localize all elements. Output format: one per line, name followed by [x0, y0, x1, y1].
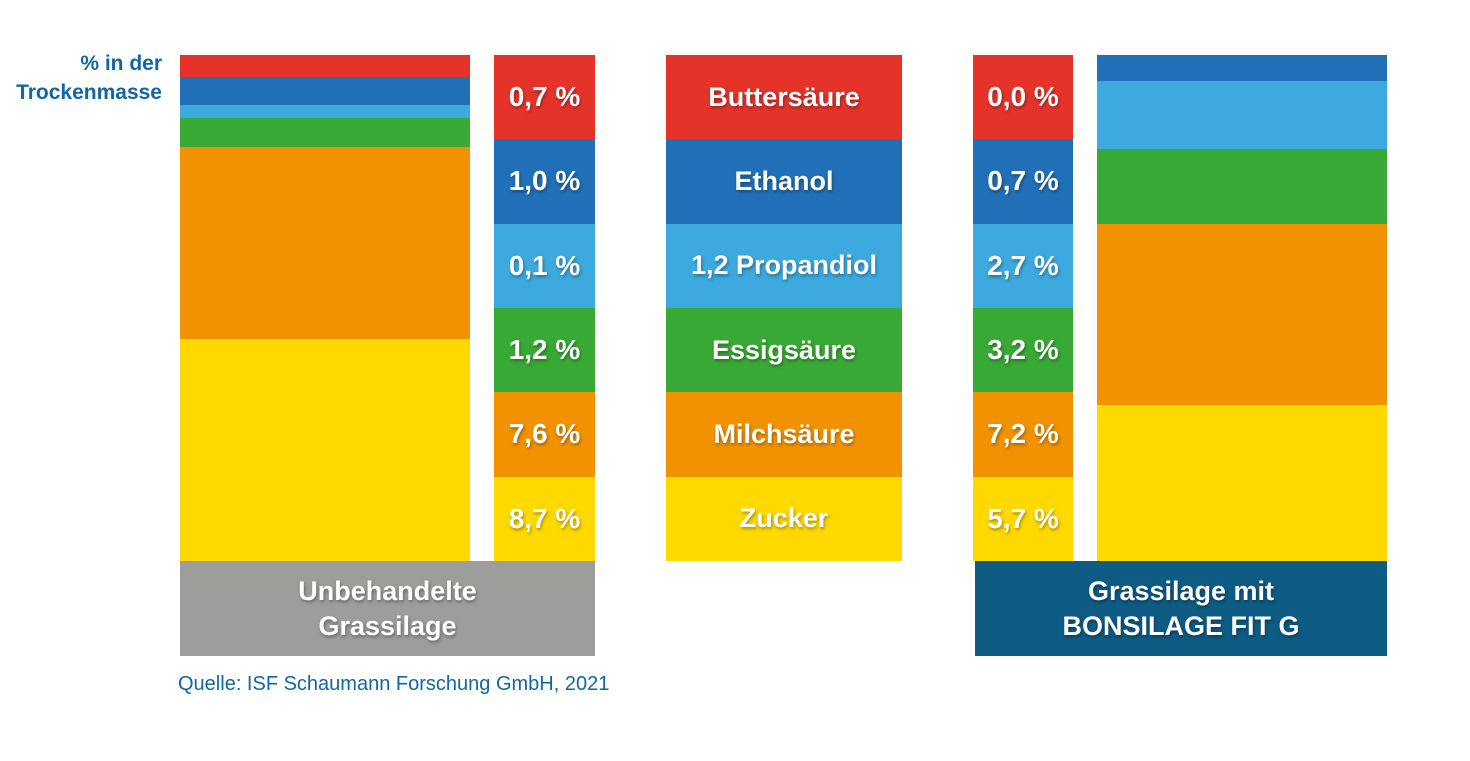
- category-label: Milchsäure: [713, 418, 855, 449]
- bar-untreated-segment-essigsaeure: [180, 118, 470, 147]
- value-untreated-buttersaeure: 0,7 %: [494, 55, 595, 140]
- label-box-untreated: Unbehandelte Grassilage: [180, 561, 595, 656]
- value-label: 8,7 %: [508, 502, 581, 534]
- bar-untreated-segment-zucker: [180, 339, 470, 561]
- axis-title: % in der Trockenmasse: [16, 52, 162, 104]
- value-label: 7,6 %: [508, 418, 581, 450]
- value-label: 3,2 %: [987, 334, 1059, 366]
- bar-untreated-segment-propandiol: [180, 105, 470, 118]
- bar-treated-segment-milchsaeure: [1097, 224, 1387, 405]
- value-treated-zucker: 5,7 %: [973, 476, 1073, 561]
- bar-untreated-segment-buttersaeure: [180, 55, 470, 77]
- value-label: 2,7 %: [987, 249, 1059, 281]
- bar-untreated-segment-milchsaeure: [180, 147, 470, 339]
- category-label: Buttersäure: [708, 81, 860, 112]
- legend-item-buttersaeure: Buttersäure: [666, 55, 902, 140]
- category-label: Zucker: [739, 503, 829, 534]
- bar-treated-segment-zucker: [1097, 405, 1387, 561]
- bar-treated-segment-ethanol: [1097, 55, 1387, 81]
- legend-item-ethanol: Ethanol: [666, 139, 902, 224]
- legend-item-propandiol: 1,2 Propandiol: [666, 223, 902, 308]
- label-box-treated: Grassilage mit BONSILAGE FIT G: [975, 561, 1387, 656]
- source-citation: Quelle: ISF Schaumann Forschung GmbH, 20…: [178, 673, 610, 695]
- values-column-treated: 0,0 % 0,7 % 2,7 % 3,2 % 7,2 % 5,7 %: [973, 55, 1073, 561]
- label-box-untreated-text: Unbehandelte Grassilage: [298, 575, 477, 641]
- label-box-treated-text: Grassilage mit BONSILAGE FIT G: [1062, 575, 1300, 641]
- value-label: 1,2 %: [508, 334, 581, 366]
- value-label: 0,0 %: [987, 81, 1059, 113]
- category-label: Ethanol: [734, 165, 834, 196]
- value-treated-essigsaeure: 3,2 %: [973, 307, 1073, 393]
- value-label: 5,7 %: [987, 502, 1059, 534]
- value-untreated-zucker: 8,7 %: [494, 476, 595, 561]
- bar-treated-segment-essigsaeure: [1097, 149, 1387, 224]
- value-untreated-propandiol: 0,1 %: [494, 223, 595, 308]
- value-label: 0,1 %: [508, 249, 581, 281]
- value-label: 1,0 %: [508, 165, 581, 197]
- legend-item-zucker: Zucker: [666, 476, 902, 561]
- value-treated-propandiol: 2,7 %: [973, 223, 1073, 308]
- bar-treated: [1097, 55, 1387, 561]
- values-column-untreated: 0,7 % 1,0 % 0,1 % 1,2 % 7,6 % 8,7 %: [494, 55, 595, 561]
- value-untreated-essigsaeure: 1,2 %: [494, 307, 595, 393]
- bar-untreated-segment-ethanol: [180, 77, 470, 105]
- value-treated-ethanol: 0,7 %: [973, 139, 1073, 224]
- value-label: 0,7 %: [508, 81, 581, 113]
- value-untreated-milchsaeure: 7,6 %: [494, 392, 595, 477]
- category-label: Essigsäure: [711, 334, 857, 365]
- value-label: 0,7 %: [987, 165, 1059, 197]
- value-treated-buttersaeure: 0,0 %: [973, 55, 1073, 140]
- bar-untreated: [180, 55, 470, 561]
- value-untreated-ethanol: 1,0 %: [494, 139, 595, 224]
- legend-categories-column: Buttersäure Ethanol 1,2 Propandiol Essig…: [666, 55, 902, 561]
- legend-item-essigsaeure: Essigsäure: [666, 307, 902, 393]
- bar-treated-segment-propandiol: [1097, 81, 1387, 149]
- category-label: 1,2 Propandiol: [690, 250, 878, 281]
- legend-item-milchsaeure: Milchsäure: [666, 392, 902, 477]
- value-treated-milchsaeure: 7,2 %: [973, 392, 1073, 477]
- value-label: 7,2 %: [987, 418, 1059, 450]
